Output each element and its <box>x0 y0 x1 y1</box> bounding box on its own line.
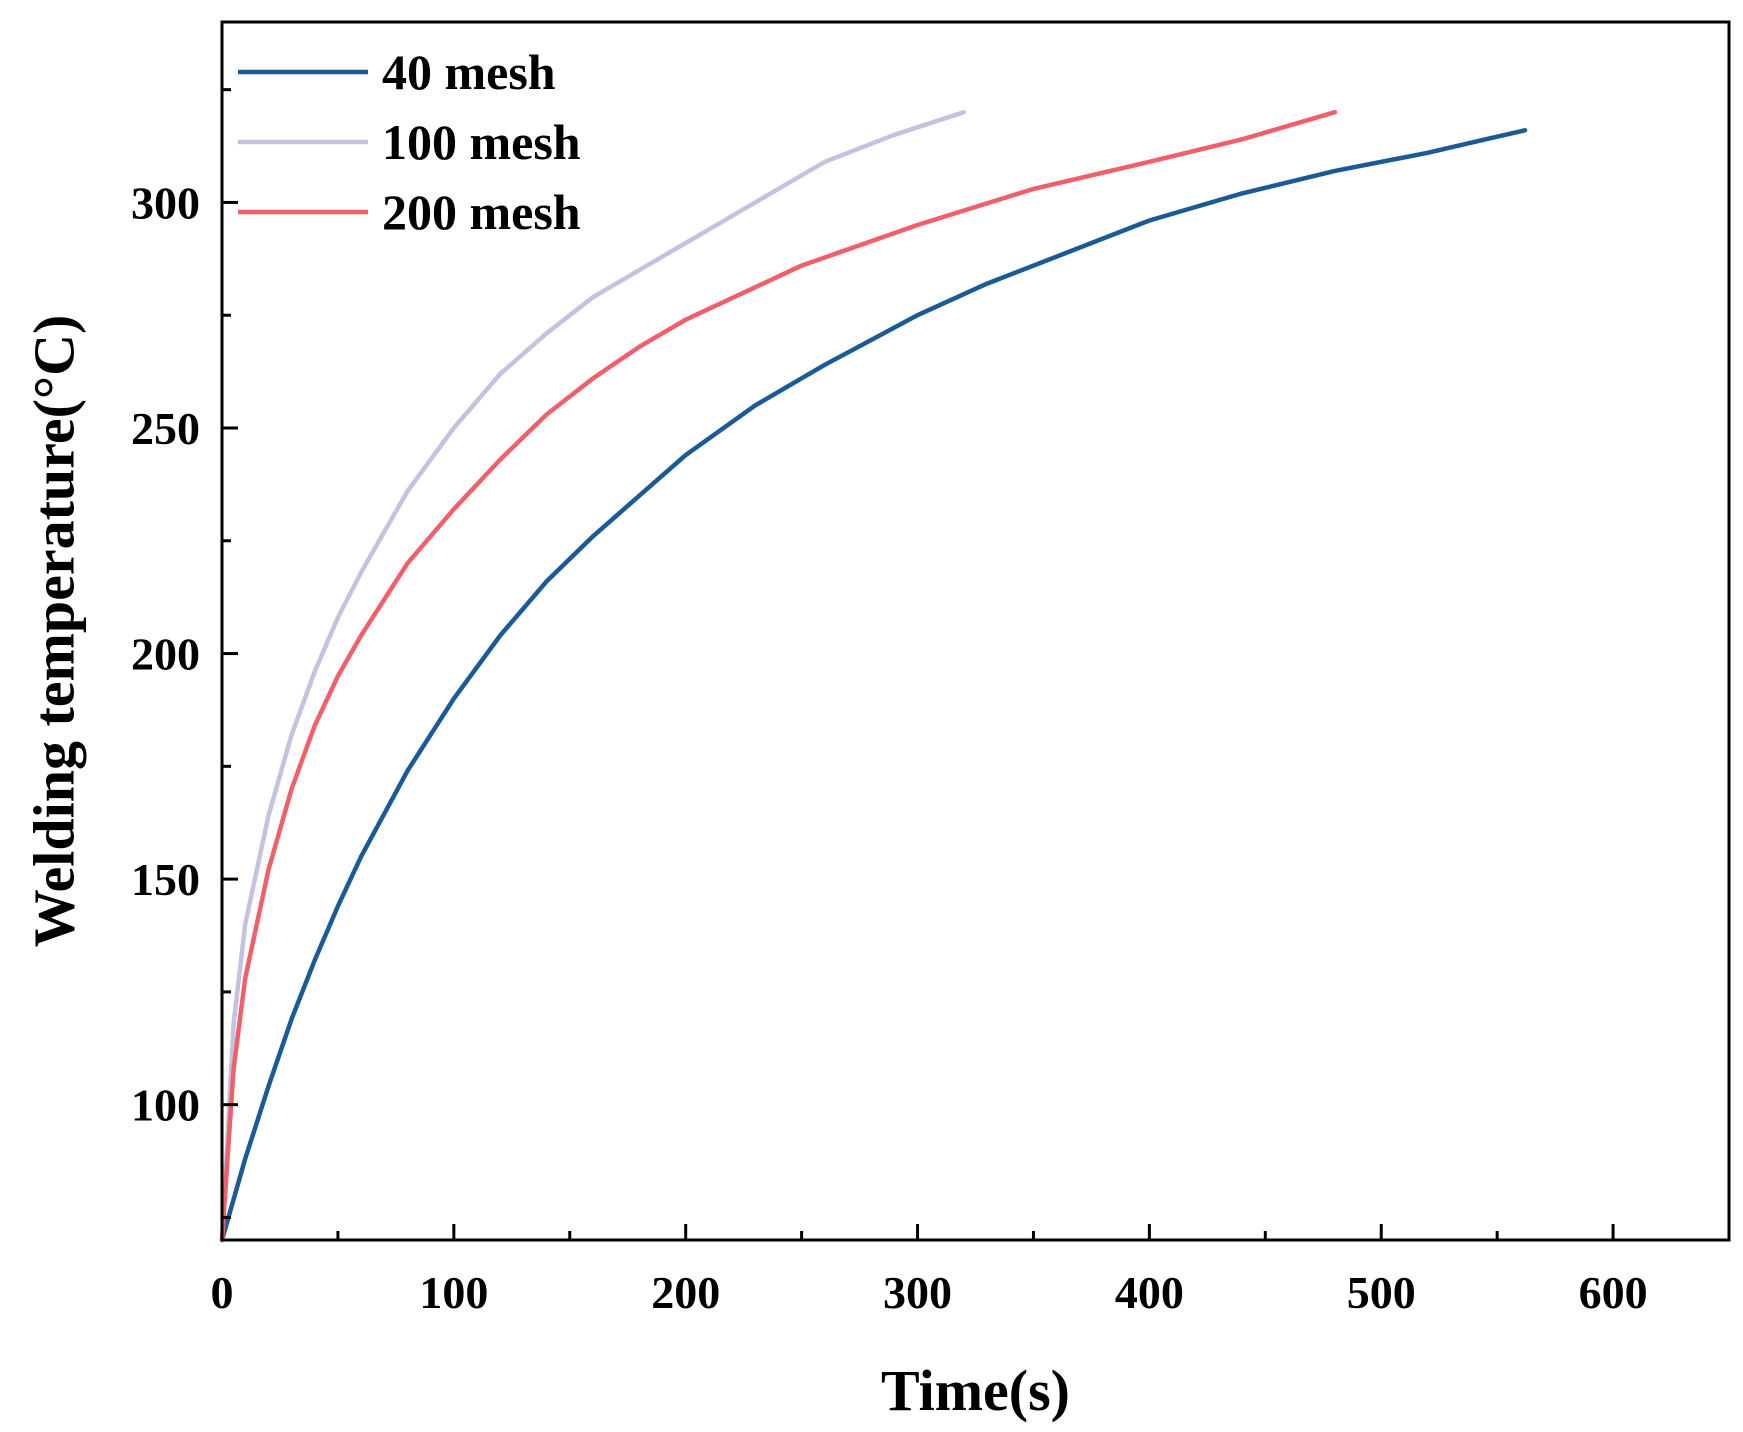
x-tick-label: 400 <box>1115 1267 1184 1318</box>
y-tick-label: 150 <box>131 854 200 905</box>
y-tick-label: 100 <box>131 1080 200 1131</box>
x-tick-label: 600 <box>1579 1267 1648 1318</box>
x-tick-label: 500 <box>1347 1267 1416 1318</box>
x-tick-label: 300 <box>883 1267 952 1318</box>
legend-label: 40 mesh <box>382 44 556 100</box>
y-tick-label: 250 <box>131 403 200 454</box>
series-layer <box>219 109 1528 1243</box>
legend-item-40-mesh: 40 mesh <box>238 44 556 100</box>
series-line-40-mesh <box>219 128 1528 1243</box>
y-tick-label: 200 <box>131 629 200 680</box>
legend: 40 mesh 100 mesh 200 mesh <box>238 44 581 240</box>
ticks-layer <box>220 88 1615 1240</box>
y-axis-title: Welding temperature(°C) <box>21 315 86 948</box>
x-tick-label: 200 <box>651 1267 720 1318</box>
x-axis-title: Time(s) <box>881 1358 1070 1423</box>
legend-label: 200 mesh <box>382 184 581 240</box>
legend-label: 100 mesh <box>382 114 581 170</box>
tick-labels-layer: 0 100 200 300 400 500 600 100 150 200 250 300 <box>131 177 1648 1318</box>
plot-frame <box>220 20 1731 1242</box>
legend-item-200-mesh: 200 mesh <box>238 184 581 240</box>
y-tick-label: 300 <box>131 177 200 228</box>
x-tick-label: 0 <box>211 1267 234 1318</box>
series-line-200-mesh <box>219 109 1338 1243</box>
legend-item-100-mesh: 100 mesh <box>238 114 581 170</box>
series-line-100-mesh <box>219 109 967 1243</box>
x-tick-label: 100 <box>419 1267 488 1318</box>
